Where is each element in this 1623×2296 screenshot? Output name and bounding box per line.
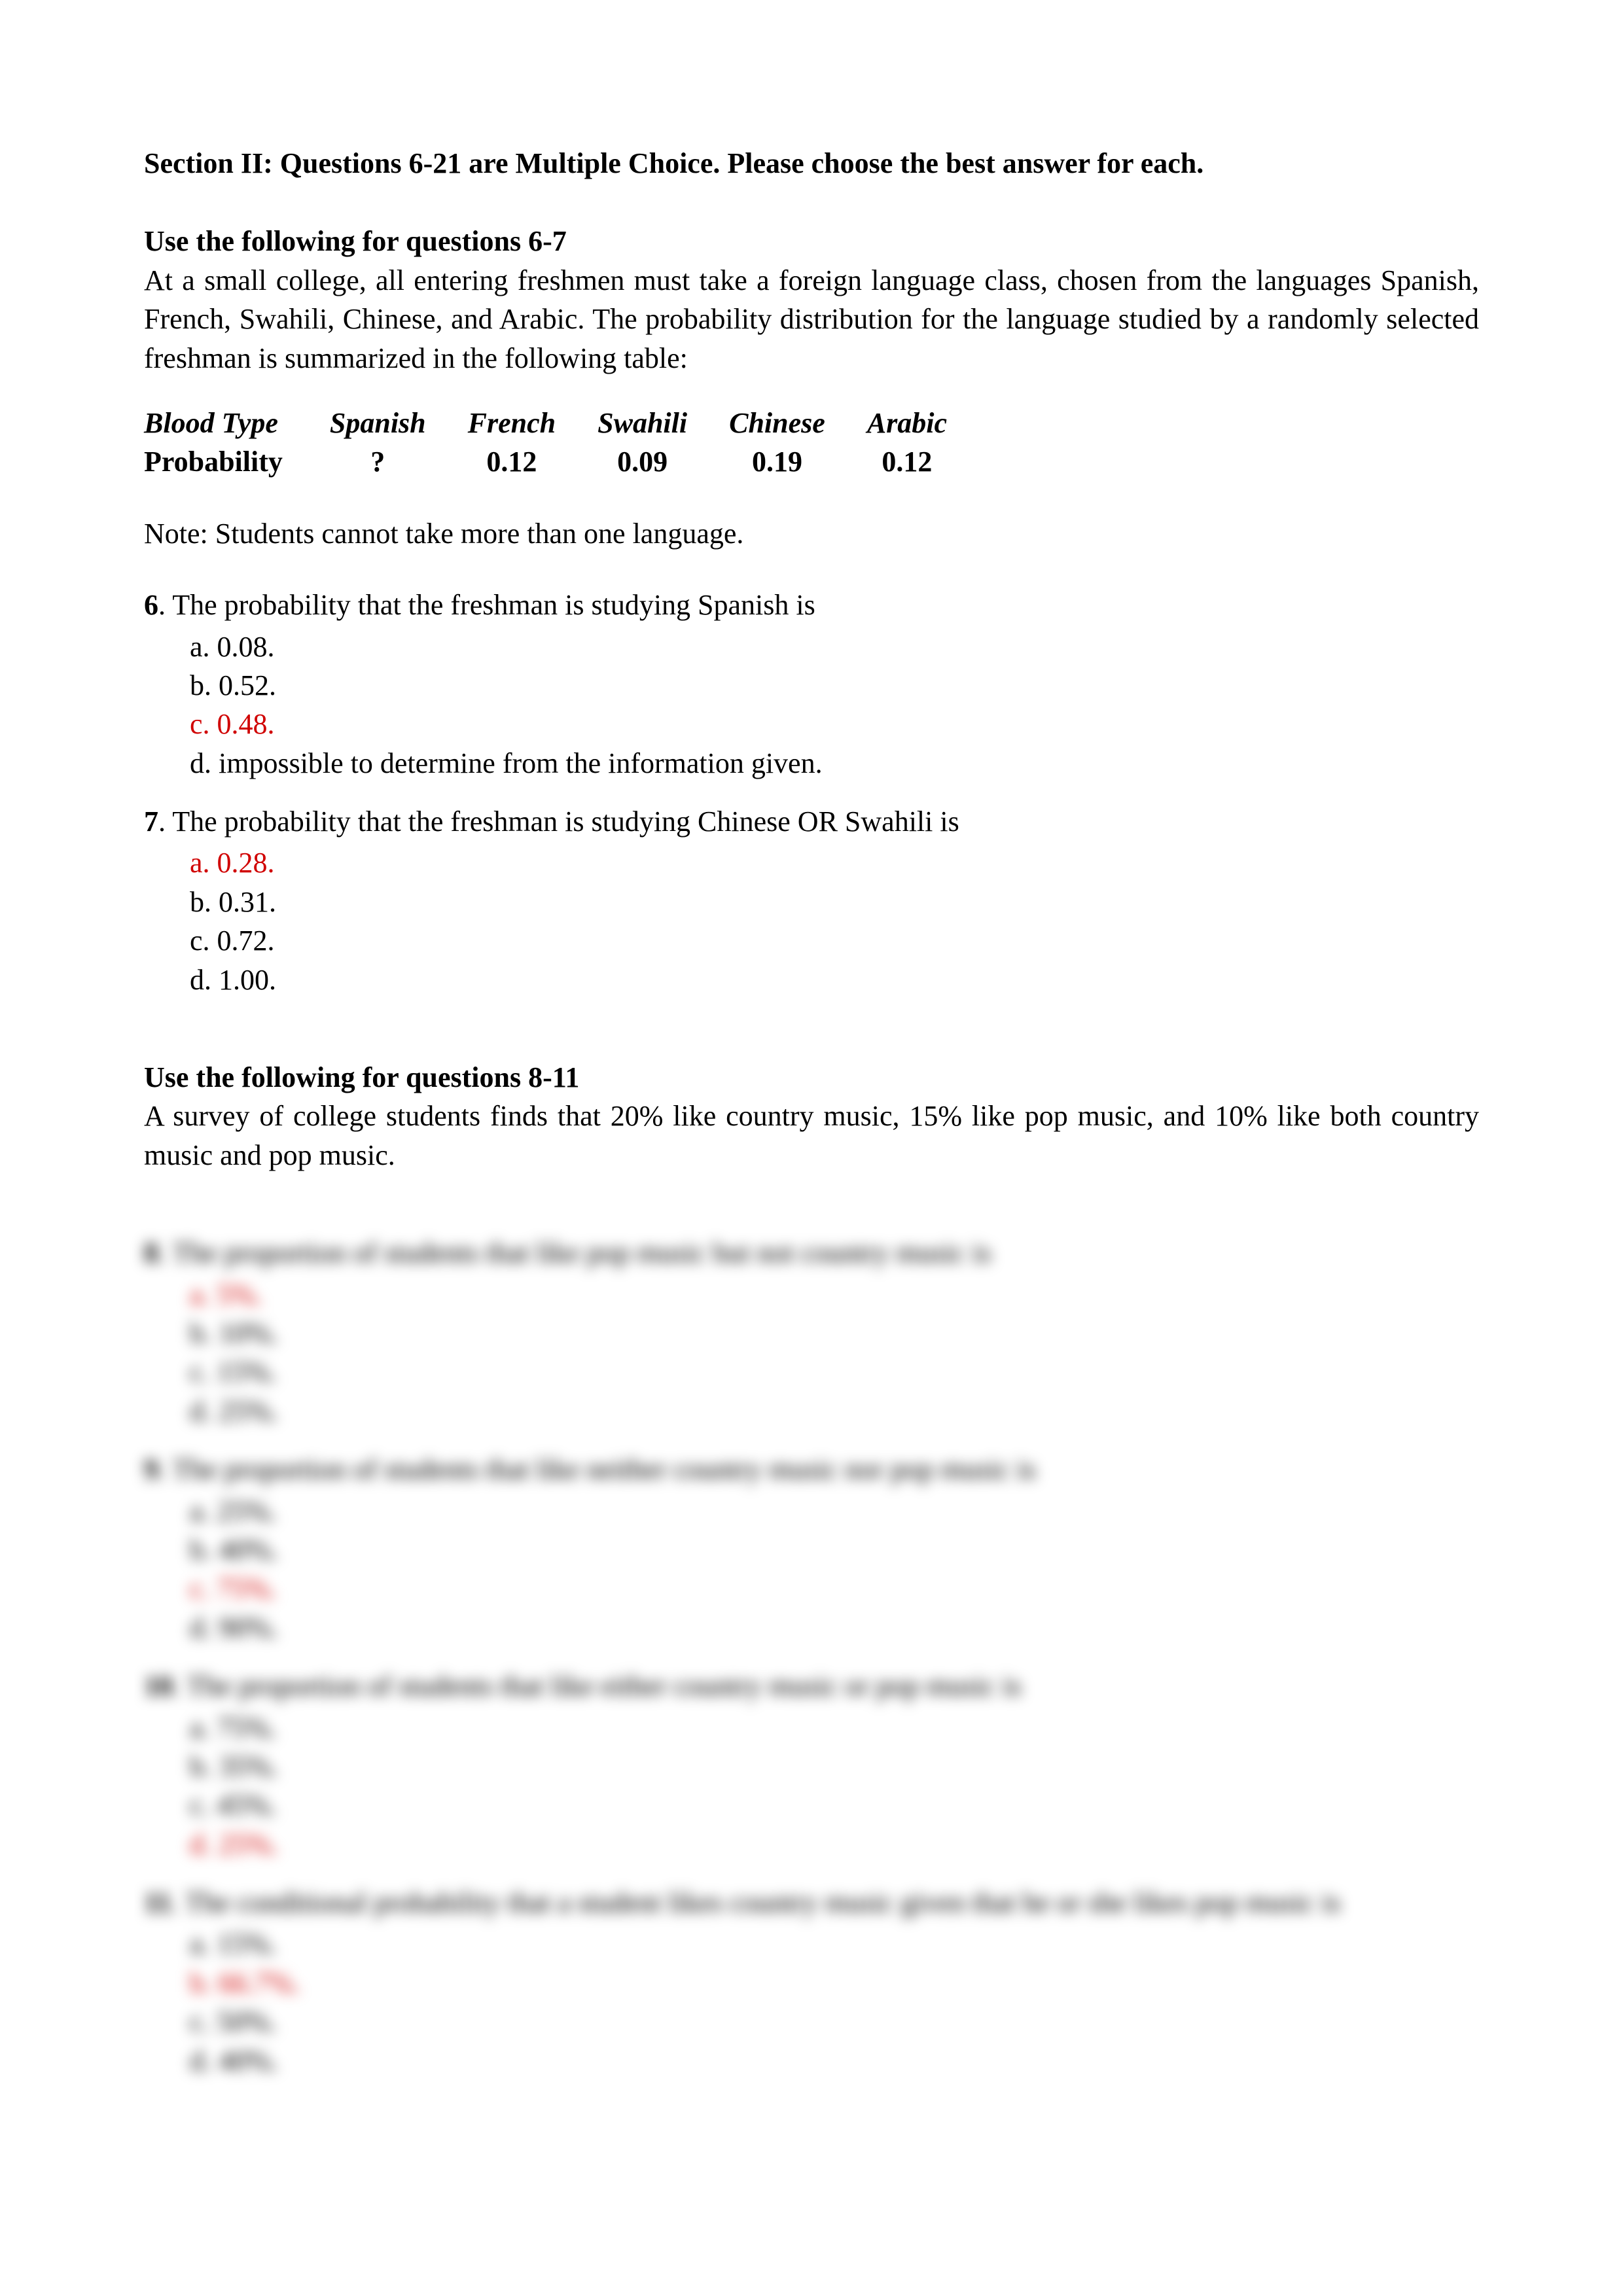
q8-option-a: a. 5%. — [190, 1275, 1479, 1314]
q10-stem: . The proportion of students that like e… — [173, 1670, 1022, 1702]
question-8: 8. The proportion of students that like … — [144, 1233, 1479, 1430]
q10-num: 10 — [144, 1670, 173, 1702]
q8-option-c: c. 15%. — [190, 1352, 1479, 1391]
q11-stem: . The conditional probability that a stu… — [171, 1886, 1341, 1918]
block1-paragraph: At a small college, all entering freshme… — [144, 261, 1479, 378]
language-table: Blood Type Spanish French Swahili Chines… — [144, 404, 1479, 482]
q10-text: 10. The proportion of students that like… — [144, 1667, 1479, 1705]
q6-stem: . The probability that the freshman is s… — [158, 589, 815, 621]
q11-option-b: b. 66.7%. — [190, 1964, 1479, 2002]
q11-text: 11. The conditional probability that a s… — [144, 1883, 1479, 1922]
question-11: 11. The conditional probability that a s… — [144, 1883, 1479, 2080]
q8-num: 8 — [144, 1237, 158, 1269]
q6-option-d: d. impossible to determine from the info… — [190, 744, 1479, 783]
q7-option-c: c. 0.72. — [190, 921, 1479, 960]
q9-stem: . The proportion of students that like n… — [158, 1453, 1036, 1485]
block2-paragraph: A survey of college students finds that … — [144, 1097, 1479, 1174]
q8-option-b: b. 10%. — [190, 1314, 1479, 1352]
section-heading: Section II: Questions 6-21 are Multiple … — [144, 144, 1479, 183]
prob-arabic: 0.12 — [846, 442, 968, 481]
q6-option-b: b. 0.52. — [190, 666, 1479, 705]
block1-heading-wrap: Use the following for questions 6-7 — [144, 222, 1479, 260]
q8-text: 8. The proportion of students that like … — [144, 1233, 1479, 1272]
q8-option-d: d. 25%. — [190, 1392, 1479, 1430]
col-arabic: Arabic — [846, 404, 968, 442]
q6-num: 6 — [144, 589, 158, 621]
col-spanish: Spanish — [309, 404, 447, 442]
table-prob-row: Probability ? 0.12 0.09 0.19 0.12 — [144, 442, 968, 481]
q7-option-b: b. 0.31. — [190, 883, 1479, 921]
prob-swahili: 0.09 — [577, 442, 708, 481]
document-page: Section II: Questions 6-21 are Multiple … — [0, 0, 1623, 2296]
table-header-row: Blood Type Spanish French Swahili Chines… — [144, 404, 968, 442]
block2-heading: Use the following for questions 8-11 — [144, 1061, 579, 1093]
q7-num: 7 — [144, 805, 158, 838]
col-swahili: Swahili — [577, 404, 708, 442]
q9-text: 9. The proportion of students that like … — [144, 1450, 1479, 1489]
q10-option-d: d. 25%. — [190, 1825, 1479, 1863]
block1-heading: Use the following for questions 6-7 — [144, 225, 567, 257]
q9-num: 9 — [144, 1453, 158, 1485]
q7-option-a: a. 0.28. — [190, 843, 1479, 882]
q8-stem: . The proportion of students that like p… — [158, 1237, 991, 1269]
block1-note: Note: Students cannot take more than one… — [144, 514, 1479, 553]
blurred-preview: 8. The proportion of students that like … — [144, 1233, 1479, 2080]
q7-text: 7. The probability that the freshman is … — [144, 802, 1479, 841]
prob-french: 0.12 — [447, 442, 577, 481]
prob-spanish: ? — [309, 442, 447, 481]
q10-option-b: b. 35%. — [190, 1747, 1479, 1786]
row2-label: Probability — [144, 442, 309, 481]
q11-option-c: c. 50%. — [190, 2002, 1479, 2041]
q10-option-c: c. 45%. — [190, 1786, 1479, 1824]
q6-option-a: a. 0.08. — [190, 627, 1479, 666]
q6-text: 6. The probability that the freshman is … — [144, 586, 1479, 624]
q6-option-c: c. 0.48. — [190, 705, 1479, 743]
row1-label: Blood Type — [144, 404, 309, 442]
q11-num: 11 — [144, 1886, 171, 1918]
q11-option-a: a. 15%. — [190, 1924, 1479, 1963]
q9-option-d: d. 90%. — [190, 1608, 1479, 1647]
q7-stem: . The probability that the freshman is s… — [158, 805, 959, 838]
block2-heading-wrap: Use the following for questions 8-11 — [144, 1058, 1479, 1097]
col-french: French — [447, 404, 577, 442]
q9-option-a: a. 25%. — [190, 1492, 1479, 1530]
prob-chinese: 0.19 — [708, 442, 846, 481]
question-7: 7. The probability that the freshman is … — [144, 802, 1479, 999]
q9-option-b: b. 40%. — [190, 1530, 1479, 1569]
question-6: 6. The probability that the freshman is … — [144, 586, 1479, 783]
q10-option-a: a. 75%. — [190, 1708, 1479, 1747]
q11-option-d: d. 40%. — [190, 2041, 1479, 2080]
q7-option-d: d. 1.00. — [190, 961, 1479, 999]
q9-option-c: c. 75%. — [190, 1569, 1479, 1608]
question-10: 10. The proportion of students that like… — [144, 1667, 1479, 1863]
col-chinese: Chinese — [708, 404, 846, 442]
question-9: 9. The proportion of students that like … — [144, 1450, 1479, 1647]
